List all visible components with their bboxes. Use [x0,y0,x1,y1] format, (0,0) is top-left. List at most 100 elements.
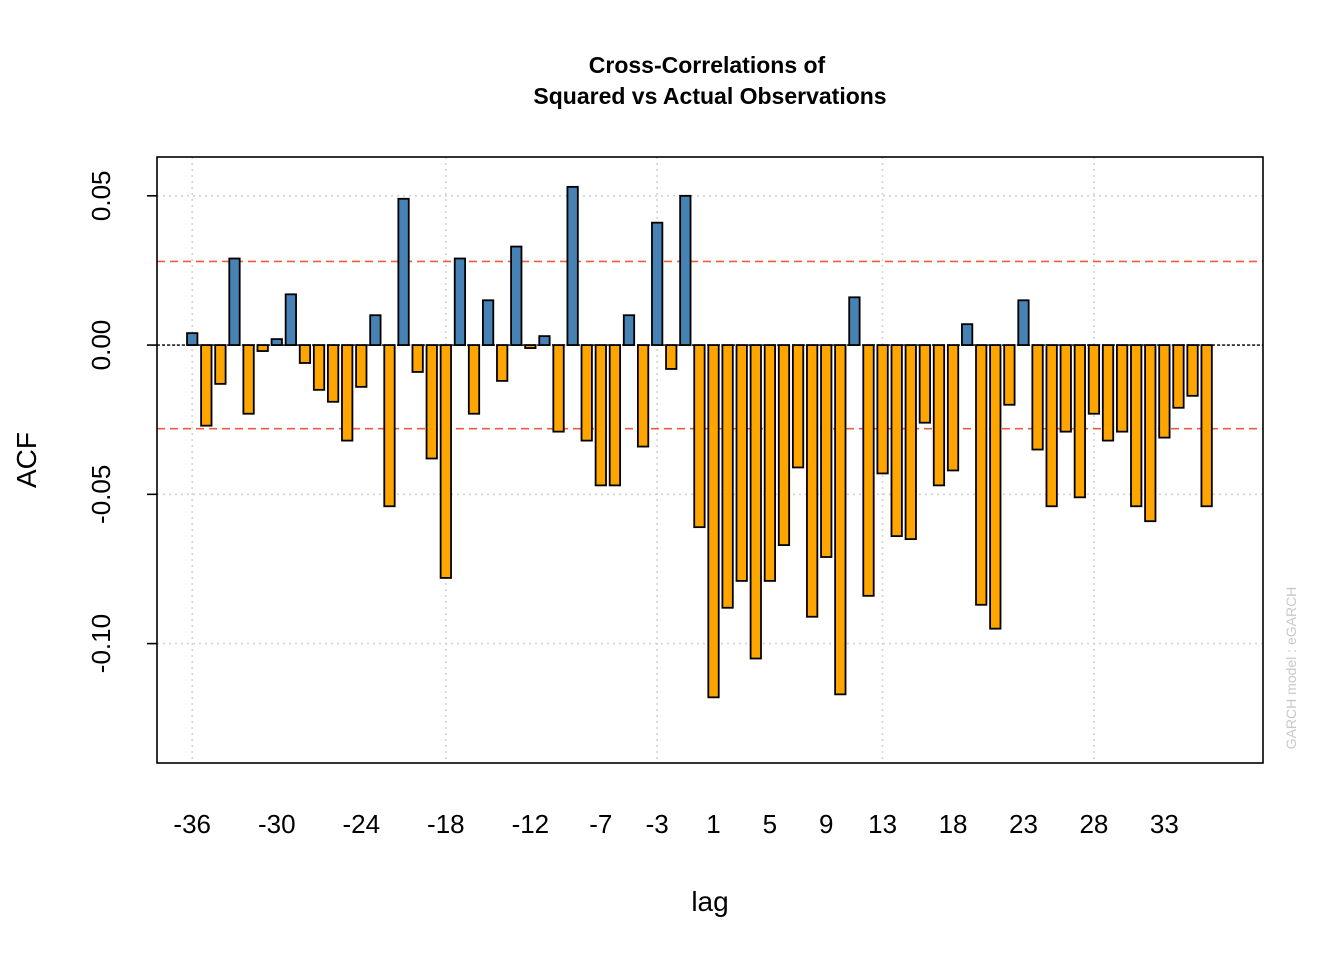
bar-lag--14 [496,344,509,382]
bar-lag--6 [608,344,622,487]
bar-lag--25 [341,344,354,442]
bar-lag-1 [707,344,720,699]
bar-lag-22 [1003,344,1016,406]
bar-lag--24 [355,344,368,388]
x-axis-label: lag [691,886,728,917]
bar-lag-9 [820,344,833,558]
bar-lag-32 [1144,344,1157,523]
bar-lag-5 [763,344,776,582]
bar-lag-2 [721,344,734,609]
bar-lag--31 [256,344,269,352]
bar-lag--1 [679,194,692,346]
bar-lag--8 [580,344,593,442]
bar-lag--15 [481,299,495,346]
bar-lag-8 [806,344,819,618]
bar-lag--10 [552,344,565,433]
bar-lag-11 [848,296,861,346]
bar-lag--5 [622,314,636,346]
bar-lag-21 [989,344,1002,630]
x-tick-label: 18 [939,809,968,839]
bar-lag--12 [524,344,537,349]
bar-lag-17 [932,344,946,487]
bar-lag-18 [946,344,960,472]
x-tick-label: -24 [343,809,381,839]
bar-lag--21 [397,197,410,346]
bar-lag--28 [298,344,312,364]
x-tick-label: -3 [646,809,669,839]
bar-lag--11 [538,335,551,346]
bar-lag--17 [453,257,467,346]
bar-lag--35 [200,344,213,427]
bar-lag--33 [228,257,241,346]
model-watermark: GARCH model : eGARCH [1283,587,1299,750]
bar-lag-10 [834,344,847,696]
chart-title-line2: Squared vs Actual Observations [533,83,886,109]
bar-lag--23 [369,314,382,346]
chart-title-line1: Cross-Correlations of [589,52,826,78]
bar-lag-30 [1116,344,1129,433]
x-tick-label: 13 [868,809,897,839]
bar-lag-12 [862,344,875,597]
x-tick-label: 33 [1150,809,1179,839]
bar-lag-23 [1017,299,1030,346]
bar-lag-35 [1186,344,1199,397]
bar-lag-15 [904,344,917,541]
bar-lag-26 [1059,344,1072,433]
bar-lag-6 [777,344,791,546]
x-tick-label: 5 [763,809,777,839]
bar-lag--27 [312,344,326,391]
bar-lag--16 [467,344,481,415]
y-tick-label: 0.05 [86,171,116,222]
x-tick-label: -30 [258,809,296,839]
bar-lag--29 [284,293,297,346]
bar-lag-20 [975,344,988,606]
bar-lag--7 [594,344,607,487]
bar-lag-13 [876,344,889,475]
bar-lag--4 [636,344,650,448]
bar-lag--2 [665,344,678,370]
bar-lag--9 [566,185,579,346]
y-axis-ticks: 0.05 0.00 -0.05 -0.10 [86,171,157,673]
bar-lag--26 [327,344,340,403]
bar-lag-4 [749,344,762,660]
x-tick-label: -18 [427,809,465,839]
bar-lag-34 [1172,344,1185,409]
x-tick-label: 23 [1009,809,1038,839]
bar-lag--13 [510,245,523,346]
bar-lag-25 [1045,344,1058,508]
bar-lag--18 [439,344,452,579]
bar-lag--19 [425,344,438,460]
bars [186,185,1213,699]
x-tick-label: -7 [589,809,612,839]
bar-lag-16 [918,344,931,424]
bar-lag-3 [735,344,748,582]
bar-lag--30 [270,338,283,346]
bar-lag--22 [383,344,396,508]
x-tick-label: -36 [173,809,211,839]
bar-lag--32 [242,344,255,415]
bar-lag-33 [1158,344,1171,439]
bar-lag-24 [1031,344,1044,451]
bar-lag-36 [1200,344,1213,508]
bar-lag--36 [186,332,199,346]
y-tick-label: -0.10 [86,614,116,673]
x-tick-label: 1 [706,809,720,839]
x-axis-ticks: -36 -30 -24 -18 -12 -7 -3 1 5 9 13 18 23 28 33 [173,809,1178,839]
x-tick-label: 9 [819,809,833,839]
x-tick-label: 28 [1079,809,1108,839]
bar-lag--34 [214,344,227,385]
plot-frame [156,156,1264,764]
x-tick-label: -12 [512,809,550,839]
bar-lag-31 [1130,344,1143,508]
bar-lag-29 [1101,344,1115,442]
bar-lag-14 [890,344,903,538]
bar-lag-27 [1073,344,1086,499]
bar-lag-0 [693,344,706,529]
y-tick-label: 0.00 [86,320,116,371]
bar-lag-28 [1087,344,1101,415]
bar-lag-19 [961,323,974,346]
bar-lag-7 [791,344,805,469]
y-axis-label: ACF [11,432,42,488]
y-tick-label: -0.05 [86,465,116,524]
